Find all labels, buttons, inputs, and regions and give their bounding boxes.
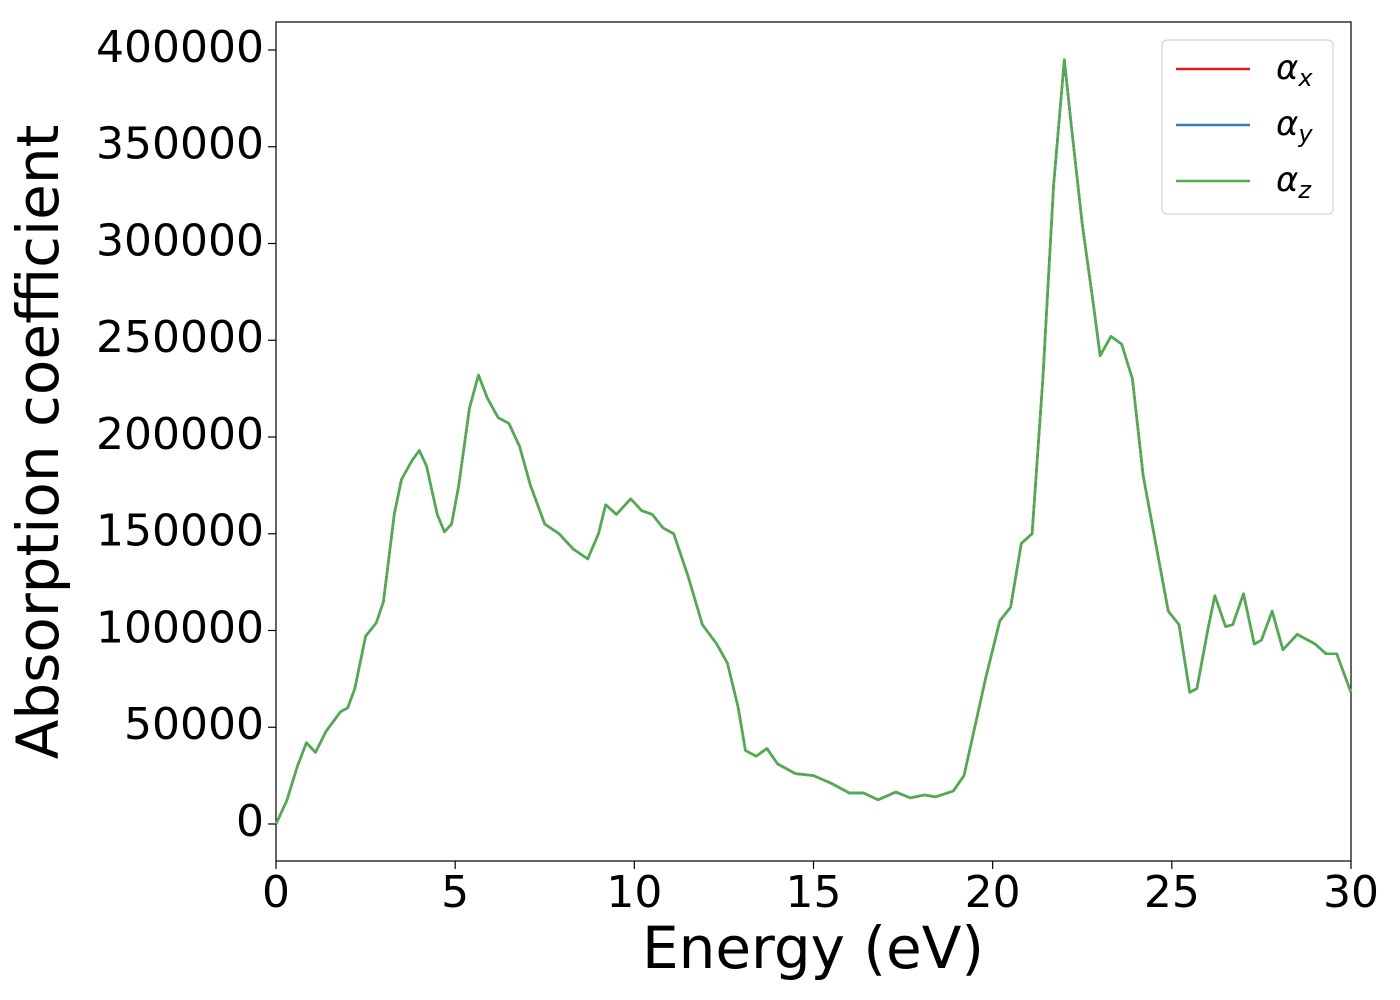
legend-label: αz (1276, 160, 1312, 205)
y-tick-label: 50000 (124, 699, 264, 750)
y-tick-label: 350000 (96, 119, 264, 170)
y-tick-label: 300000 (96, 215, 264, 266)
legend-box (1161, 39, 1334, 215)
y-tick-label: 100000 (96, 602, 264, 653)
x-tick-label: 10 (606, 867, 662, 918)
y-tick-label: 400000 (96, 22, 264, 73)
x-axis-label: Energy (eV) (642, 914, 984, 982)
x-tick-label: 30 (1323, 867, 1379, 918)
x-tick-label: 0 (262, 867, 290, 918)
x-tick-label: 25 (1144, 867, 1200, 918)
x-tick-label: 20 (965, 867, 1021, 918)
y-tick-label: 200000 (96, 409, 264, 460)
y-tick-label: 0 (236, 796, 264, 847)
series-line (274, 58, 1353, 825)
x-tick-label: 5 (441, 867, 469, 918)
x-tick-label: 15 (786, 867, 842, 918)
legend-label: αx (1276, 48, 1313, 93)
y-tick-label: 150000 (96, 506, 264, 557)
y-tick-label: 250000 (96, 312, 264, 363)
y-axis-label: Absorption coefficient (4, 125, 72, 760)
legend-label: αy (1276, 104, 1313, 149)
